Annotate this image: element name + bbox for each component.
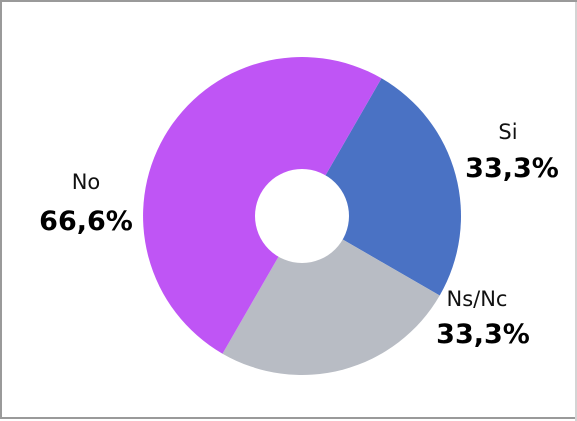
slice-ns-nc bbox=[222, 216, 440, 375]
slice-si bbox=[302, 78, 461, 296]
slice-value-si: 33,3% bbox=[465, 153, 559, 184]
slice-value-ns-nc: 33,3% bbox=[436, 319, 530, 350]
donut-hole bbox=[255, 169, 349, 263]
slice-value-no: 66,6% bbox=[39, 206, 133, 237]
slice-label-ns-nc: Ns/Nc bbox=[447, 287, 508, 311]
slice-label-si: Si bbox=[498, 120, 517, 144]
slice-label-no: No bbox=[72, 170, 101, 194]
